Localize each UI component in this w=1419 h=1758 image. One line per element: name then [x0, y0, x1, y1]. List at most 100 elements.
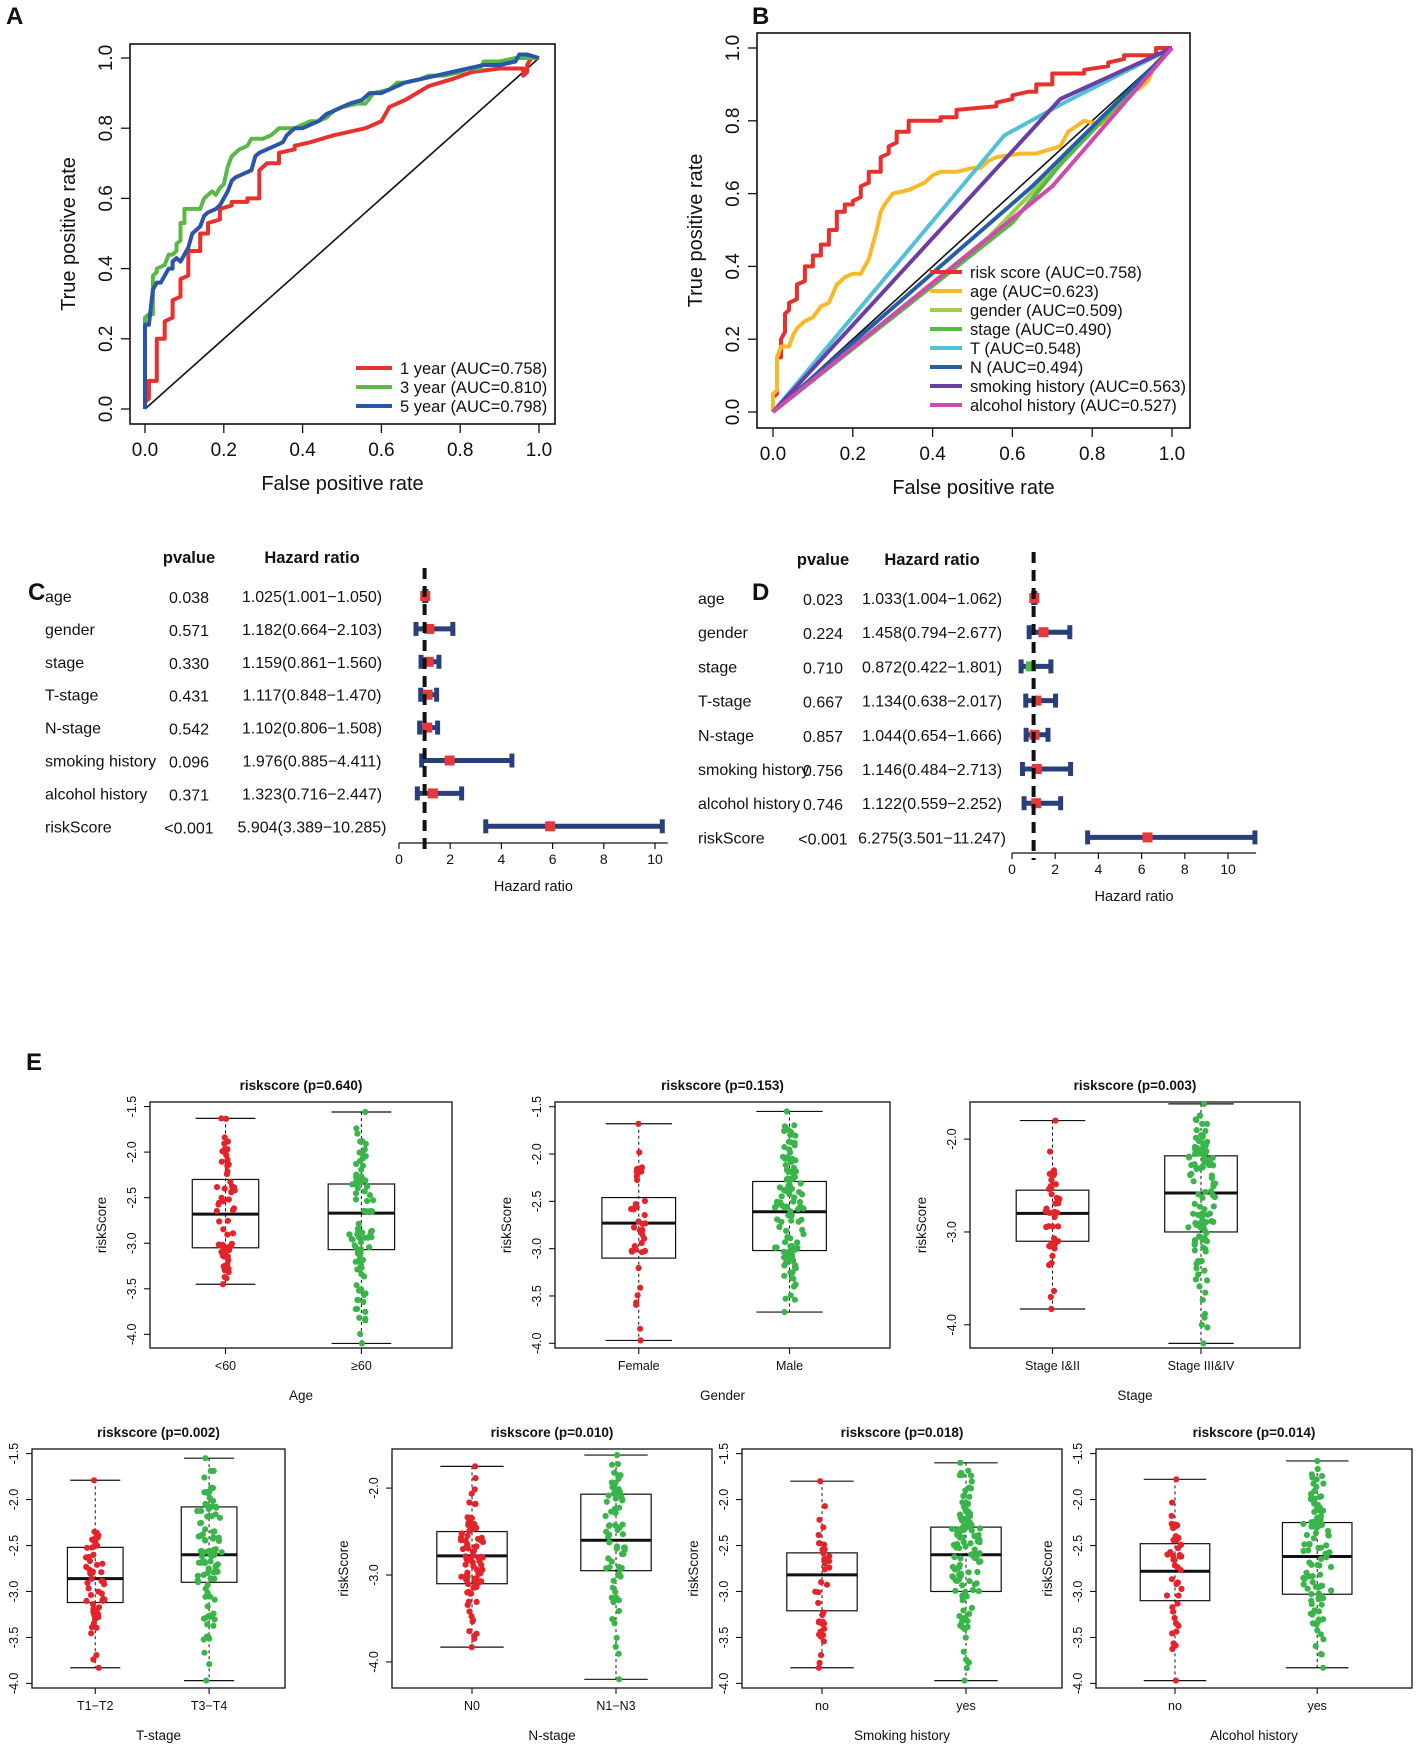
box-1-ytick-label: -2.0 — [125, 1141, 139, 1163]
box-4-point — [98, 1577, 105, 1585]
box-6-point — [816, 1540, 823, 1547]
box-4-point — [200, 1549, 207, 1556]
box-2-point — [791, 1194, 798, 1201]
box-7-point — [1315, 1590, 1322, 1597]
box-1-point — [221, 1253, 228, 1260]
box-4-point — [210, 1534, 217, 1541]
box-4-point — [83, 1544, 91, 1551]
forest-c-row-pvalue: 0.096 — [169, 755, 209, 772]
roc-b-ytick-label: 0.0 — [723, 399, 744, 425]
box-5-point — [475, 1570, 482, 1578]
box-7-point — [1312, 1583, 1319, 1590]
roc-a-ytick-label: 0.0 — [96, 396, 117, 422]
box-3-point — [1045, 1223, 1052, 1230]
box-1-point — [217, 1242, 224, 1249]
box-7-point — [1174, 1600, 1181, 1607]
box-6-point — [960, 1523, 967, 1530]
box-1-point — [362, 1308, 369, 1315]
roc-b-legend-label: T (AUC=0.548) — [970, 340, 1081, 358]
box-6-ylabel: riskScore — [686, 1540, 701, 1596]
box-5-point — [603, 1528, 610, 1535]
box-3-point — [1047, 1148, 1054, 1155]
box-1-ytick-label: -1.5 — [125, 1096, 139, 1118]
box-6-point — [974, 1568, 981, 1576]
box-5-point — [465, 1522, 472, 1529]
forest-c-row-hr: 1.102(0.806−1.508) — [242, 721, 382, 738]
box-1-point — [225, 1247, 233, 1254]
box-5-point — [471, 1575, 478, 1582]
box-6-point — [823, 1581, 831, 1588]
box-6-point — [963, 1664, 971, 1672]
box-3-point — [1191, 1240, 1198, 1247]
box-5-point — [478, 1561, 485, 1569]
forest-d-row-hr: 1.033(1.004−1.062) — [862, 591, 1002, 608]
box-5-point — [465, 1557, 472, 1564]
box-3-point — [1185, 1154, 1193, 1161]
box-5-point — [611, 1595, 619, 1602]
box-3-point — [1198, 1132, 1205, 1139]
box-1-point — [352, 1190, 360, 1197]
box-3-point — [1188, 1162, 1195, 1169]
box-7-point — [1173, 1476, 1180, 1483]
box-6-point — [820, 1609, 827, 1616]
forest-d-xlabel: Hazard ratio — [1095, 889, 1174, 905]
box-1-point — [220, 1226, 227, 1233]
box-3-frame — [969, 1101, 1301, 1349]
box-1-point — [216, 1218, 223, 1225]
box-6-xtick-label: no — [815, 1699, 829, 1713]
box-3-point — [1201, 1314, 1208, 1321]
roc-a-ytick-label: 0.4 — [96, 255, 117, 282]
box-6-point — [966, 1493, 973, 1500]
box-3-point — [1202, 1246, 1209, 1253]
panel-label-d: D — [752, 579, 769, 606]
box-1-point — [346, 1231, 353, 1238]
forest-c-row-pvalue: 0.330 — [169, 656, 209, 673]
box-6-point — [967, 1485, 975, 1492]
box-1-point — [224, 1231, 231, 1238]
box-5-point — [615, 1607, 623, 1615]
box-5-point — [619, 1531, 627, 1538]
box-6-point — [820, 1638, 828, 1645]
box-1-point — [223, 1152, 230, 1159]
box-6-point — [959, 1623, 966, 1630]
box-7-point — [1171, 1614, 1178, 1622]
box-4-point — [208, 1553, 215, 1560]
box-4-point — [208, 1513, 215, 1520]
box-6-point — [968, 1478, 975, 1485]
forest-c-row-hr: 1.323(0.716−2.447) — [242, 786, 382, 803]
box-6-point — [967, 1540, 974, 1547]
box-6-point — [820, 1524, 827, 1531]
box-1-point — [360, 1298, 367, 1306]
box-6-point — [963, 1593, 970, 1600]
box-1-point — [224, 1168, 231, 1175]
box-2-point — [635, 1264, 642, 1272]
box-3-point — [1048, 1305, 1055, 1313]
box-1-point — [222, 1145, 229, 1153]
box-5-point — [472, 1500, 479, 1507]
box-6-point — [949, 1525, 956, 1532]
box-5-point — [470, 1584, 477, 1591]
box-1-point — [218, 1158, 225, 1165]
forest-d-hr-marker — [1025, 661, 1036, 672]
box-2-point — [792, 1157, 799, 1164]
box-6-ytick-label: -4.0 — [717, 1673, 731, 1695]
roc-a-xtick-label: 0.0 — [132, 440, 158, 461]
box-3-point — [1202, 1188, 1209, 1196]
box-6-point — [821, 1503, 829, 1510]
box-4-point — [206, 1494, 213, 1501]
box-4-point — [95, 1664, 102, 1671]
box-6-point — [952, 1577, 959, 1584]
box-6-point — [971, 1532, 978, 1540]
box-5-point — [474, 1535, 482, 1542]
box-2-point — [771, 1204, 779, 1211]
box-6-point — [965, 1467, 972, 1474]
forest-d-row-hr: 1.458(0.794−2.677) — [862, 625, 1002, 642]
box-2-point — [641, 1197, 649, 1205]
box-4-title: riskscore (p=0.002) — [97, 1425, 220, 1440]
box-3-point — [1199, 1120, 1206, 1127]
box-1-point — [228, 1189, 235, 1196]
forest-c-row-hr: 1.025(1.001−1.050) — [242, 589, 382, 606]
box-5-point — [464, 1601, 471, 1608]
box-3-point — [1055, 1223, 1062, 1230]
forest-c-xtick-label: 0 — [395, 851, 403, 867]
